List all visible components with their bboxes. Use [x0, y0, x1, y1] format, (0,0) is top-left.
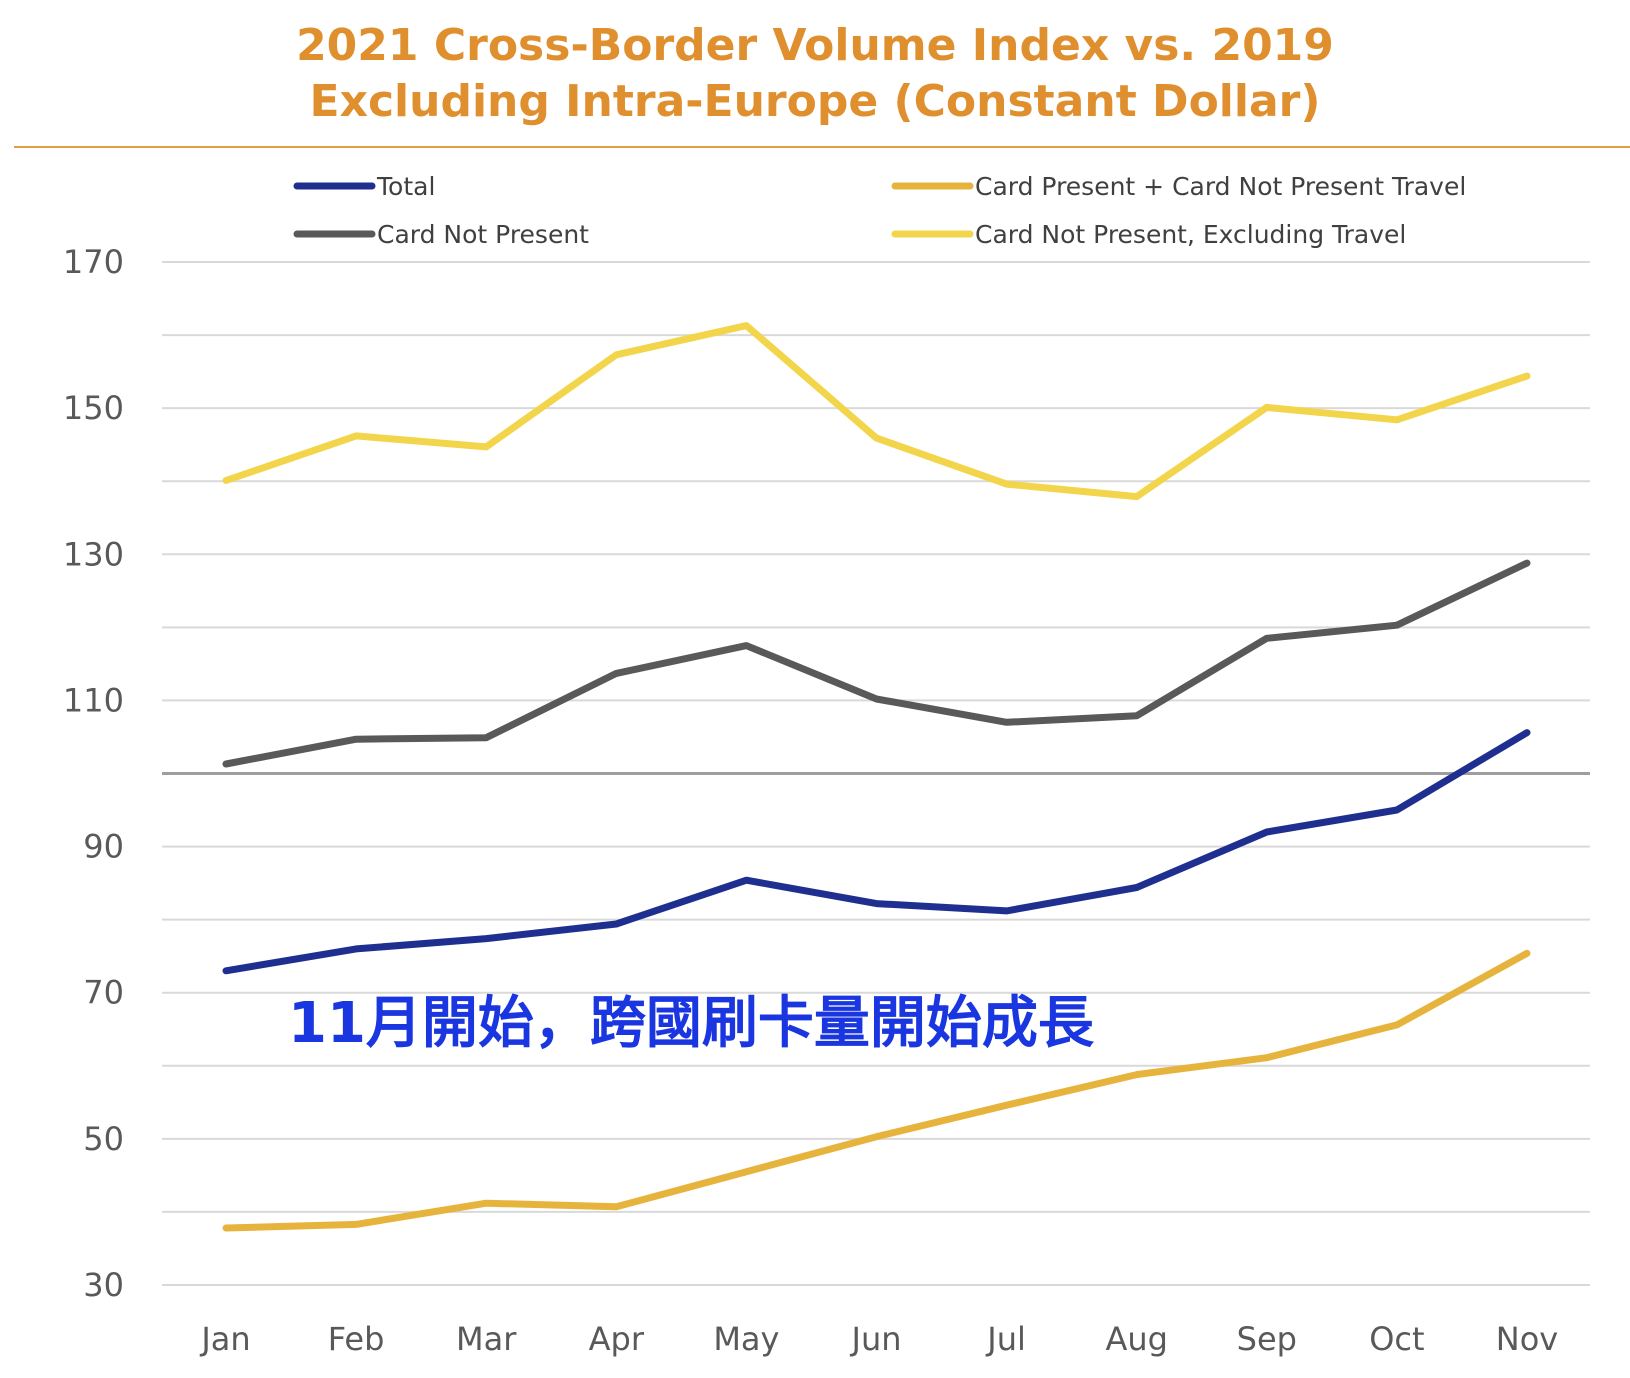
chart-annotation: 11月開始，跨國刷卡量開始成長	[288, 991, 1095, 1056]
legend-label-card-present-card-not-present-travel: Card Present + Card Not Present Travel	[975, 172, 1466, 201]
y-tick-label: 90	[83, 828, 124, 866]
chart-title-line-1: 2021 Cross-Border Volume Index vs. 2019	[296, 20, 1334, 71]
x-tick-label: Aug	[1105, 1320, 1167, 1358]
y-axis-ticks: 170 150 130 110 90 70 50 30	[63, 243, 124, 1304]
y-tick-label: 70	[83, 974, 124, 1012]
chart-title-line-2: Excluding Intra-Europe (Constant Dollar)	[309, 76, 1321, 127]
x-tick-label: Jul	[985, 1320, 1026, 1358]
series-line-card-not-present-excluding-travel	[222, 322, 1531, 501]
legend: Total Card Not Present Card Present + Card…	[293, 172, 1466, 249]
title-divider	[14, 146, 1630, 148]
x-tick-label: Nov	[1496, 1320, 1558, 1358]
x-tick-label: Apr	[589, 1320, 645, 1358]
chart-title: 2021 Cross-Border Volume Index vs. 2019 …	[0, 18, 1630, 130]
y-tick-label: 30	[83, 1266, 124, 1304]
x-tick-label: Jun	[850, 1320, 902, 1358]
y-tick-label: 170	[63, 243, 124, 281]
y-tick-label: 130	[63, 535, 124, 573]
y-tick-label: 110	[63, 681, 124, 719]
x-tick-label: May	[713, 1320, 779, 1358]
x-tick-label: Sep	[1237, 1320, 1297, 1358]
y-tick-label: 50	[83, 1120, 124, 1158]
y-tick-label: 150	[63, 389, 124, 427]
series-line-card-not-present	[222, 559, 1531, 768]
series-line-card-present-card-not-present-travel	[222, 949, 1531, 1232]
series-line-total	[222, 729, 1531, 975]
x-tick-label: Mar	[456, 1320, 517, 1358]
x-tick-label: Feb	[328, 1320, 385, 1358]
x-tick-label: Oct	[1369, 1320, 1424, 1358]
x-tick-label: Jan	[199, 1320, 250, 1358]
series-lines	[222, 322, 1531, 1232]
legend-label-total: Total	[376, 172, 435, 201]
legend-label-card-not-present-excluding-travel: Card Not Present, Excluding Travel	[975, 220, 1406, 249]
x-axis-ticks: Jan Feb Mar Apr May Jun Jul Aug Sep Oct Nov	[199, 1320, 1558, 1358]
legend-label-card-not-present: Card Not Present	[377, 220, 589, 249]
